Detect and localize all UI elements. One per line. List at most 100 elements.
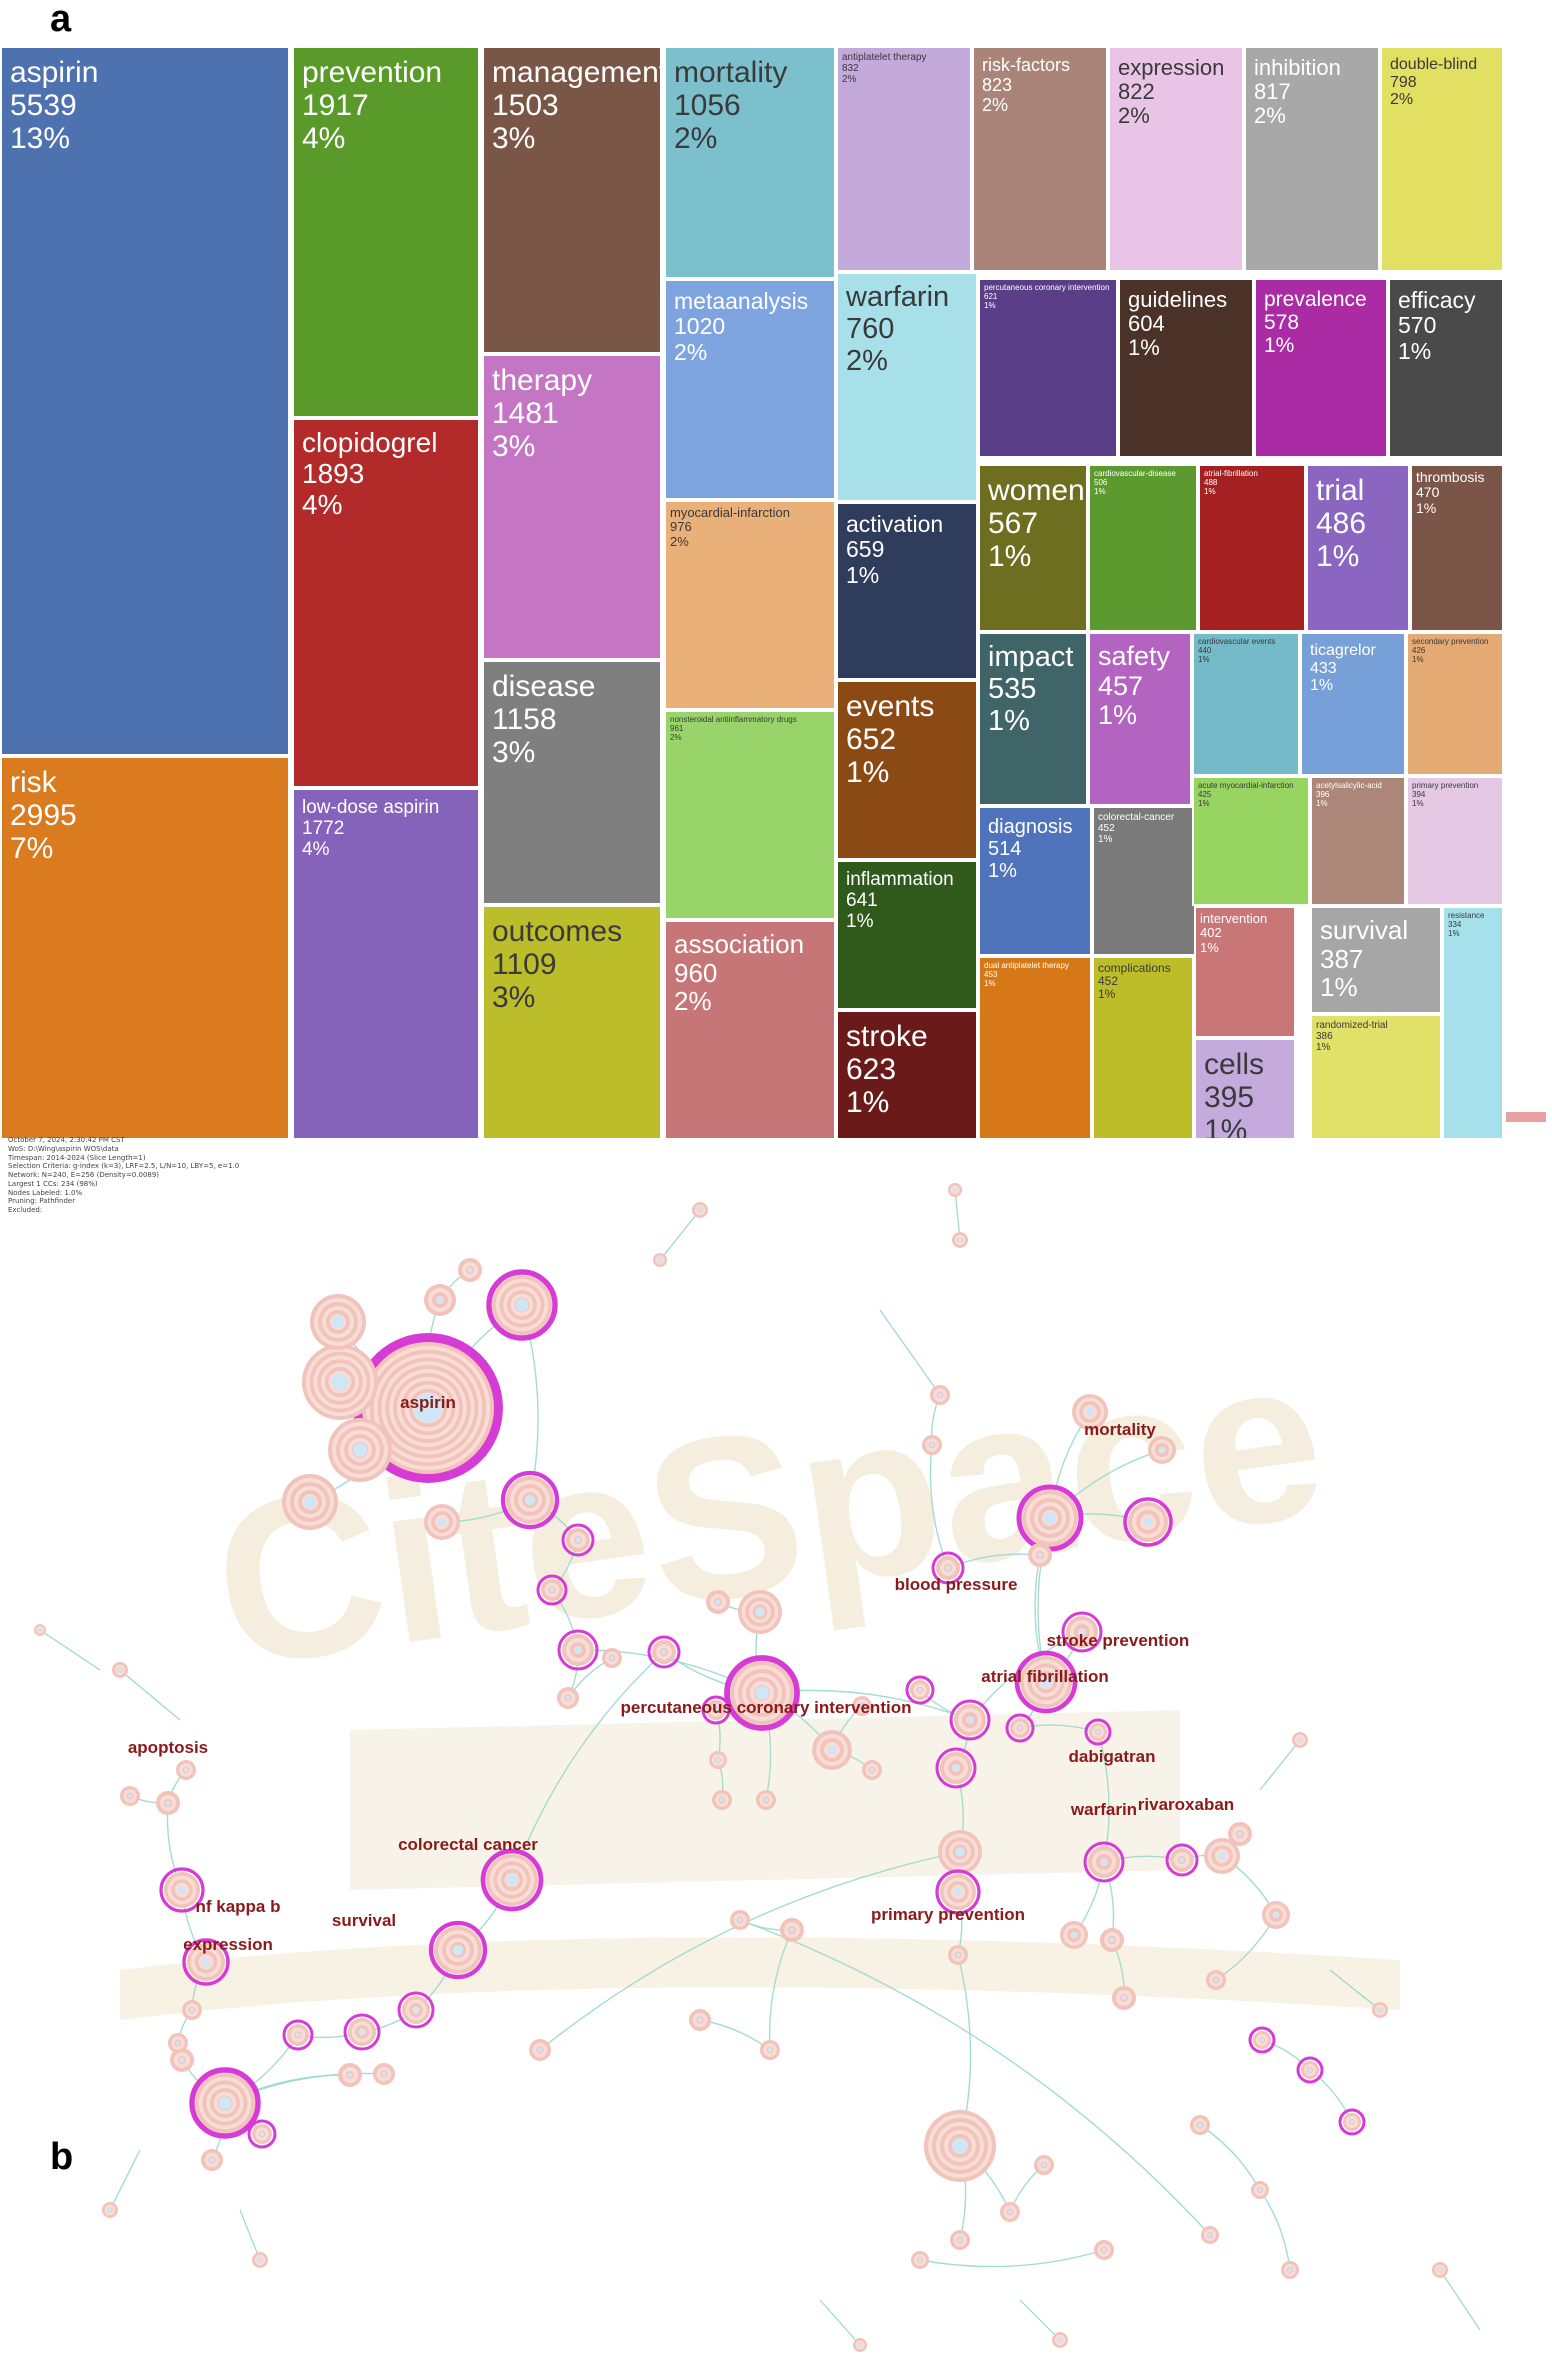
- network-node-core: [1218, 1852, 1226, 1860]
- network-node-label: colorectal cancer: [398, 1835, 538, 1854]
- network-node-ring: [247, 2119, 277, 2149]
- network-node-core: [1438, 2268, 1442, 2272]
- tile-percent: 1%: [988, 704, 1030, 737]
- tile-count: 453: [984, 969, 998, 979]
- treemap-tile: cells 395 1%: [1194, 1038, 1296, 1140]
- network-node-label: warfarin: [1070, 1800, 1137, 1819]
- network-node-core: [352, 1442, 368, 1458]
- network-node-core: [179, 2057, 185, 2063]
- network-node-core: [258, 2258, 262, 2262]
- network-node-ring: [949, 1699, 991, 1741]
- network-node-core: [1058, 2338, 1062, 2342]
- tile-label: management: [492, 56, 662, 89]
- network-edge: [1329, 1969, 1381, 2011]
- tile-percent: 1%: [1412, 654, 1424, 664]
- network-node-core: [697, 2017, 703, 2023]
- meta-line: Network: N=240, E=256 (Density=0.0089): [8, 1171, 160, 1179]
- tile-percent: 2%: [846, 344, 888, 377]
- network-node-ring: [1248, 2026, 1276, 2054]
- tile-count: 1020: [674, 313, 726, 340]
- tile-count: 457: [1098, 670, 1144, 701]
- meta-line: October 7, 2024, 2:30:42 PM CST: [8, 1136, 125, 1144]
- tile-label: events: [846, 690, 935, 723]
- tile-percent: 1%: [1128, 335, 1160, 361]
- tile-percent: 1%: [1198, 654, 1210, 664]
- network-node-core: [1143, 1517, 1153, 1527]
- tile-count: 426: [1412, 645, 1426, 655]
- network-node-core: [331, 1315, 345, 1329]
- tile-percent: 1%: [1316, 798, 1328, 808]
- treemap-tile: events 652 1%: [836, 680, 978, 860]
- network-node-ring: [905, 1675, 935, 1705]
- network-node-core: [108, 2208, 112, 2212]
- network-node-core: [1378, 2008, 1382, 2012]
- network-node-core: [118, 1668, 122, 1672]
- tile-count: 1917: [302, 89, 369, 122]
- tile-percent: 1%: [1098, 700, 1138, 731]
- network-node-core: [506, 1874, 518, 1886]
- tile-count: 621: [984, 291, 998, 301]
- treemap-tile: prevention 1917 4%: [292, 46, 480, 418]
- tile-label: trial: [1316, 474, 1365, 507]
- tile-percent: 1%: [984, 300, 996, 310]
- network-node-core: [955, 1952, 961, 1958]
- network-node-core: [575, 1537, 581, 1543]
- network-node-ring: [1165, 1843, 1199, 1877]
- treemap-tile: prevalence 578 1%: [1254, 278, 1388, 458]
- tile-count: 514: [988, 838, 1022, 860]
- network-node-core: [958, 1238, 962, 1242]
- tile-percent: 1%: [1316, 1042, 1331, 1053]
- tile-count: 641: [846, 889, 878, 911]
- tile-percent: 1%: [1310, 677, 1334, 695]
- network-node-core: [1272, 1911, 1280, 1919]
- network-node-ring: [486, 1269, 558, 1341]
- tile-percent: 1%: [1398, 337, 1432, 364]
- meta-line: Selection Criteria: g-index (k=3), LRF=2…: [8, 1162, 240, 1171]
- tile-count: 798: [1390, 73, 1417, 91]
- tile-count: 604: [1128, 311, 1165, 337]
- tile-percent: 1%: [846, 1086, 890, 1119]
- tile-count: 386: [1316, 1031, 1333, 1042]
- tile-count: 623: [846, 1053, 897, 1086]
- treemap-tile: acute myocardial-infarction 425 1%: [1192, 776, 1310, 906]
- tile-label: acute myocardial-infarction: [1198, 781, 1294, 790]
- network-node-core: [1288, 2268, 1292, 2272]
- tile-label: outcomes: [492, 915, 623, 948]
- tile-label: resistance: [1448, 911, 1485, 920]
- tile-percent: 2%: [1118, 103, 1150, 129]
- treemap-tile: atrial-fibrillation 488 1%: [1198, 464, 1306, 632]
- treemap-tile: low-dose aspirin 1772 4%: [292, 788, 480, 1140]
- treemap-tile: secondary prevention 426 1%: [1406, 632, 1504, 776]
- tile-count: 5539: [10, 89, 77, 122]
- network-node-ring: [182, 1938, 230, 1986]
- tile-count: 470: [1416, 484, 1440, 501]
- treemap-tile: mortality 1056 2%: [664, 46, 836, 279]
- network-edge: [879, 1309, 941, 1396]
- tile-percent: 1%: [984, 978, 996, 988]
- network-node-core: [869, 1767, 875, 1773]
- treemap-tile: risk 2995 7%: [0, 756, 290, 1140]
- treemap-tile: association 960 2%: [664, 920, 836, 1140]
- meta-line: Excluded:: [8, 1206, 43, 1214]
- network-node-label: apoptosis: [128, 1738, 208, 1757]
- tile-label: diagnosis: [988, 816, 1073, 838]
- network-node-core: [1040, 1676, 1052, 1688]
- network-node-ring: [343, 2013, 381, 2051]
- tile-count: 395: [1204, 1081, 1255, 1114]
- network-node-core: [331, 1373, 349, 1391]
- tile-count: 822: [1118, 79, 1155, 105]
- network-node-core: [549, 1587, 555, 1593]
- tile-label: mortality: [674, 56, 788, 89]
- tile-label: clopidogrel: [302, 427, 438, 458]
- network-node-core: [438, 1518, 446, 1526]
- network-node-core: [189, 2007, 195, 2013]
- network-node-ring: [931, 1551, 965, 1585]
- network-node-core: [767, 2047, 773, 2053]
- tile-count: 652: [846, 723, 897, 756]
- treemap-tile: metaanalysis 1020 2%: [664, 279, 836, 500]
- network-node-ring: [1061, 1611, 1103, 1653]
- network-edge: [39, 1629, 101, 1671]
- network-node-core: [436, 1296, 444, 1304]
- tile-label: complications: [1098, 961, 1171, 975]
- tile-percent: 1%: [1204, 486, 1216, 496]
